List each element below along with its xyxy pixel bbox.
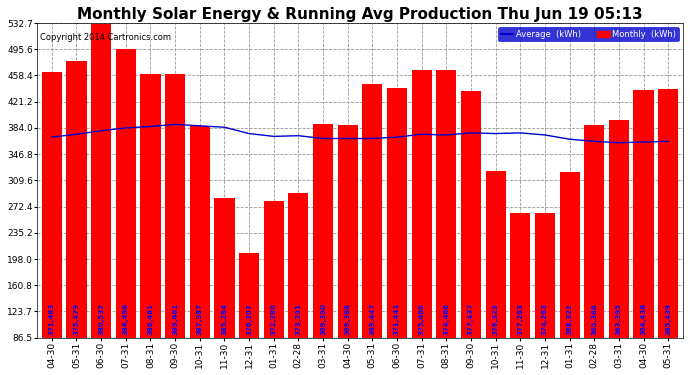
Text: 384,496: 384,496	[123, 303, 129, 335]
Text: 377,263: 377,263	[518, 303, 523, 335]
Bar	[337, 125, 358, 338]
Bar	[41, 72, 62, 338]
Text: 375,479: 375,479	[73, 303, 79, 335]
Text: 371,441: 371,441	[394, 303, 400, 335]
Bar	[486, 171, 506, 338]
Text: 374,466: 374,466	[444, 303, 449, 335]
Text: 377,437: 377,437	[468, 303, 474, 335]
Bar	[313, 124, 333, 338]
Text: 368,322: 368,322	[566, 303, 573, 335]
Bar	[66, 61, 86, 338]
Bar	[288, 194, 308, 338]
Text: 376,207: 376,207	[246, 303, 252, 335]
Text: 369,388: 369,388	[345, 303, 351, 335]
Text: 373,291: 373,291	[295, 303, 302, 335]
Text: Copyright 2014 Cartronics.com: Copyright 2014 Cartronics.com	[40, 33, 171, 42]
Bar	[461, 91, 481, 338]
Text: 387,387: 387,387	[197, 303, 203, 335]
Bar	[215, 198, 235, 338]
Bar	[535, 213, 555, 338]
Text: 386,461: 386,461	[148, 303, 153, 335]
Bar	[116, 49, 136, 338]
Bar	[362, 84, 382, 338]
Text: 371,463: 371,463	[49, 303, 55, 335]
Text: 374,263: 374,263	[542, 303, 548, 335]
Text: 363,395: 363,395	[616, 303, 622, 335]
Bar	[387, 88, 407, 338]
Bar	[584, 125, 604, 338]
Bar	[633, 90, 653, 338]
Text: 365,439: 365,439	[665, 303, 671, 335]
Bar	[140, 74, 161, 338]
Text: 375,466: 375,466	[419, 303, 424, 335]
Bar	[264, 201, 284, 338]
Text: 372,280: 372,280	[270, 303, 277, 335]
Bar	[190, 126, 210, 338]
Title: Monthly Solar Energy & Running Avg Production Thu Jun 19 05:13: Monthly Solar Energy & Running Avg Produ…	[77, 7, 643, 22]
Bar	[658, 89, 678, 338]
Bar	[560, 172, 580, 338]
Bar	[411, 70, 432, 338]
Text: 364,438: 364,438	[640, 303, 647, 335]
Text: 389,461: 389,461	[172, 303, 178, 335]
Bar	[510, 213, 531, 338]
Text: 369,390: 369,390	[320, 303, 326, 335]
Bar	[165, 74, 185, 338]
Bar	[609, 120, 629, 338]
Text: 376,323: 376,323	[493, 303, 499, 335]
Text: 365,388: 365,388	[591, 303, 598, 335]
Bar	[91, 24, 111, 338]
Text: 385,284: 385,284	[221, 303, 228, 335]
Legend: Average  (kWh), Monthly  (kWh): Average (kWh), Monthly (kWh)	[498, 27, 679, 41]
Text: 369,447: 369,447	[369, 303, 375, 335]
Bar	[239, 253, 259, 338]
Text: 380,532: 380,532	[98, 303, 104, 335]
Bar	[436, 70, 457, 338]
